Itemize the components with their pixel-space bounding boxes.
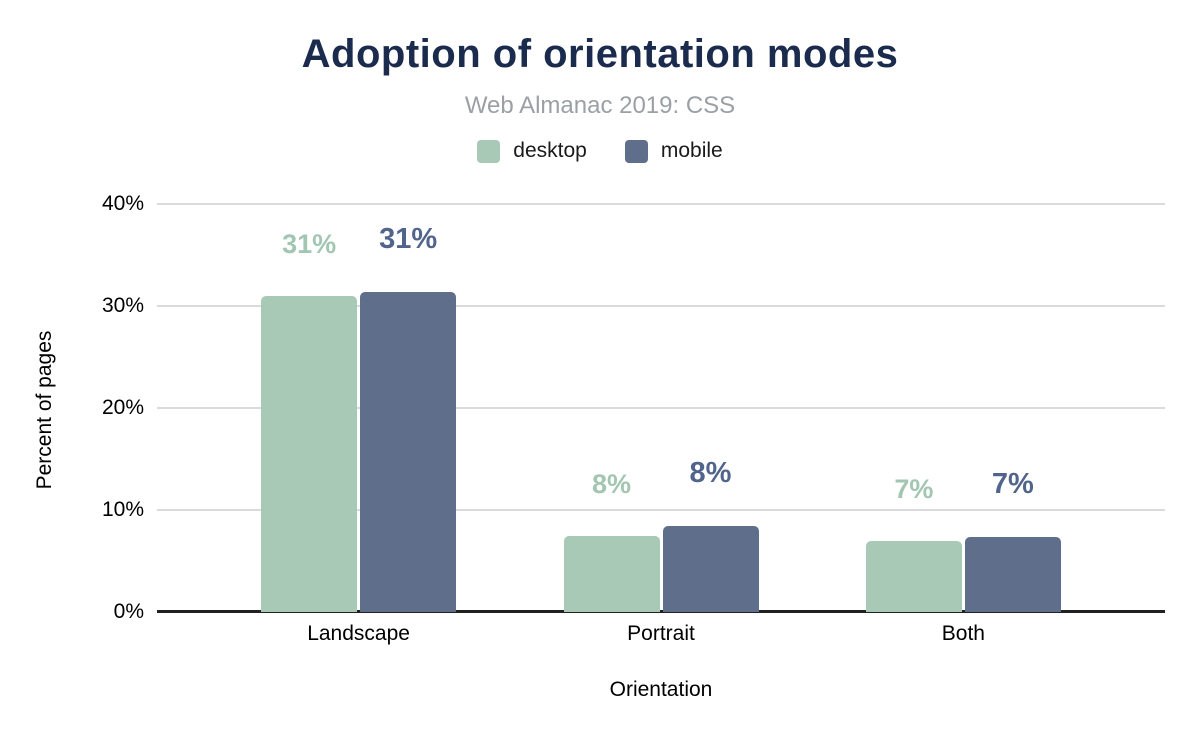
y-tick-label: 20% [101,396,144,419]
legend-item: mobile [624,139,723,163]
x-tick-label: Portrait [627,622,695,645]
gridline [157,509,1165,511]
y-axis-title: Percent of pages [33,330,56,490]
legend: desktop mobile [0,139,1200,163]
bar-desktop-both [865,540,962,612]
bar-mobile-both [964,536,1061,612]
gridline [157,407,1165,409]
gridline [157,305,1165,307]
legend-label: desktop [513,139,587,162]
y-tick-label: 30% [101,294,144,317]
legend-item: desktop [477,139,587,163]
bar-value-label: 31% [282,228,337,259]
gridline [157,203,1165,205]
x-axis-title: Orientation [609,678,713,701]
bar-group: 8% 8% [563,204,759,612]
bar-value-label: 7% [894,473,934,504]
bar-value-label: 31% [379,222,438,255]
bar-group: 7% 7% [865,204,1061,612]
bar-group: 31% 31% [261,204,457,612]
chart-title: Adoption of orientation modes [301,32,899,76]
chart-subtitle: Web Almanac 2019: CSS [464,92,736,119]
x-axis-line [157,610,1165,613]
bar-desktop-landscape [261,295,358,612]
plot-area: 0% 10% 20% 30% 40% 31% 31% Landscape 8% 8% Portrai… [102,192,1165,645]
bar-value-label: 8% [591,468,632,499]
bar-desktop-portrait [563,535,660,612]
y-tick-label: 0% [113,600,144,623]
y-tick-label: 40% [101,192,144,215]
legend-swatch-mobile [624,139,648,163]
legend-label: mobile [660,139,723,162]
x-tick-label: Both [941,622,985,645]
bar-mobile-portrait [662,526,759,612]
legend-swatch-desktop [477,139,501,163]
bar-value-label: 8% [689,457,732,490]
y-tick-label: 10% [101,498,144,521]
bar-mobile-landscape [360,291,457,612]
x-tick-label: Landscape [307,622,410,645]
bar-value-label: 7% [991,467,1034,500]
